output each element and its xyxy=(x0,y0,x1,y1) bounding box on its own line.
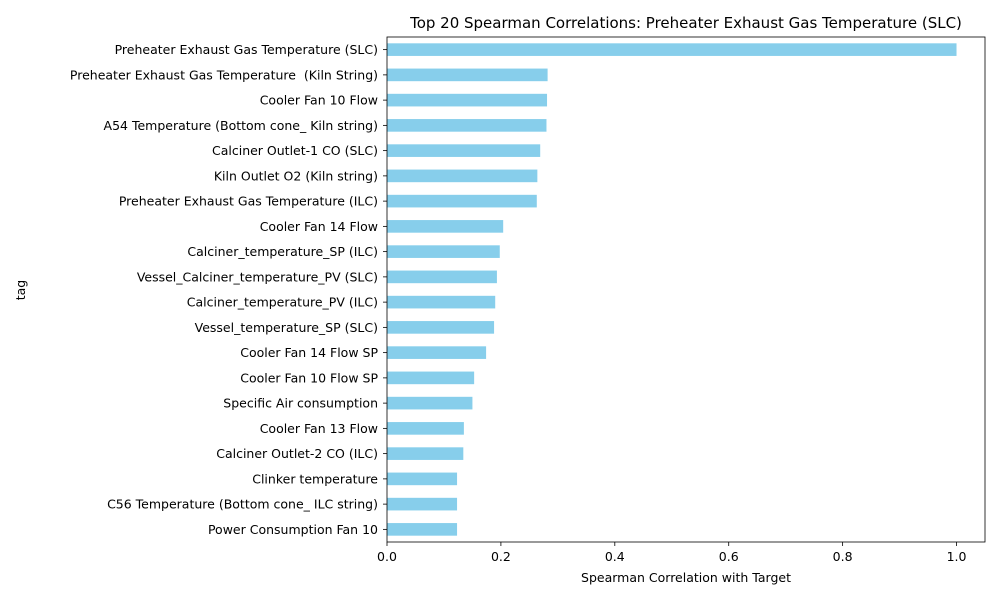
y-tick-label: Cooler Fan 10 Flow xyxy=(260,93,378,108)
y-tick-label: Vessel_Calciner_temperature_PV (SLC) xyxy=(137,269,378,284)
y-tick-label: C56 Temperature (Bottom cone_ ILC string… xyxy=(107,497,378,512)
bar xyxy=(387,346,487,359)
axes-layer: Preheater Exhaust Gas Temperature (SLC) P… xyxy=(70,36,986,564)
bar xyxy=(387,523,458,536)
y-tick-label: Preheater Exhaust Gas Temperature (Kiln … xyxy=(70,67,378,82)
bar xyxy=(387,422,464,435)
y-tick-label: Cooler Fan 10 Flow SP xyxy=(240,370,378,385)
y-tick-label: Calciner_temperature_PV (ILC) xyxy=(187,295,378,310)
bar xyxy=(387,295,496,309)
bar xyxy=(387,43,957,56)
x-tick-label: 0.6 xyxy=(719,549,739,564)
bar xyxy=(387,321,495,334)
y-tick-label: Preheater Exhaust Gas Temperature (SLC) xyxy=(115,42,378,57)
chart-title: Top 20 Spearman Correlations: Preheater … xyxy=(409,14,962,32)
bars-layer xyxy=(387,43,957,536)
bar xyxy=(387,119,547,132)
y-tick-label: Cooler Fan 14 Flow SP xyxy=(240,345,378,360)
bar xyxy=(387,371,475,385)
x-tick-label: 0.2 xyxy=(491,549,511,564)
bar xyxy=(387,220,504,233)
bar xyxy=(387,194,537,208)
y-tick-label: Cooler Fan 14 Flow xyxy=(260,219,378,234)
y-tick-label: Calciner Outlet-2 CO (ILC) xyxy=(216,446,378,461)
y-tick-label: Calciner Outlet-1 CO (SLC) xyxy=(212,143,378,158)
x-tick-label: 0.4 xyxy=(605,549,625,564)
y-tick-label: A54 Temperature (Bottom cone_ Kiln strin… xyxy=(104,118,378,133)
bar xyxy=(387,169,538,183)
y-tick-label: Specific Air consumption xyxy=(223,396,378,411)
bar xyxy=(387,270,497,284)
y-tick-label: Calciner_temperature_SP (ILC) xyxy=(187,244,378,259)
y-tick-label: Kiln Outlet O2 (Kiln string) xyxy=(214,168,378,183)
bar xyxy=(387,68,548,82)
bar xyxy=(387,447,464,460)
bar xyxy=(387,472,458,486)
bar xyxy=(387,396,473,410)
y-tick-label: Preheater Exhaust Gas Temperature (ILC) xyxy=(119,194,378,209)
x-axis-label: Spearman Correlation with Target xyxy=(581,570,791,585)
bar xyxy=(387,245,500,258)
y-tick-label: Cooler Fan 13 Flow xyxy=(260,421,378,436)
y-tick-label: Power Consumption Fan 10 xyxy=(208,522,378,537)
bar xyxy=(387,93,548,107)
x-tick-label: 1.0 xyxy=(947,549,967,564)
bar xyxy=(387,497,458,511)
x-tick-label: 0.0 xyxy=(377,549,397,564)
plot-frame xyxy=(386,36,986,543)
y-axis-label: tag xyxy=(13,280,28,301)
y-tick-label: Clinker temperature xyxy=(252,471,378,486)
y-tick-label: Vessel_temperature_SP (SLC) xyxy=(195,320,378,335)
bar xyxy=(387,144,541,157)
x-tick-label: 0.8 xyxy=(833,549,853,564)
